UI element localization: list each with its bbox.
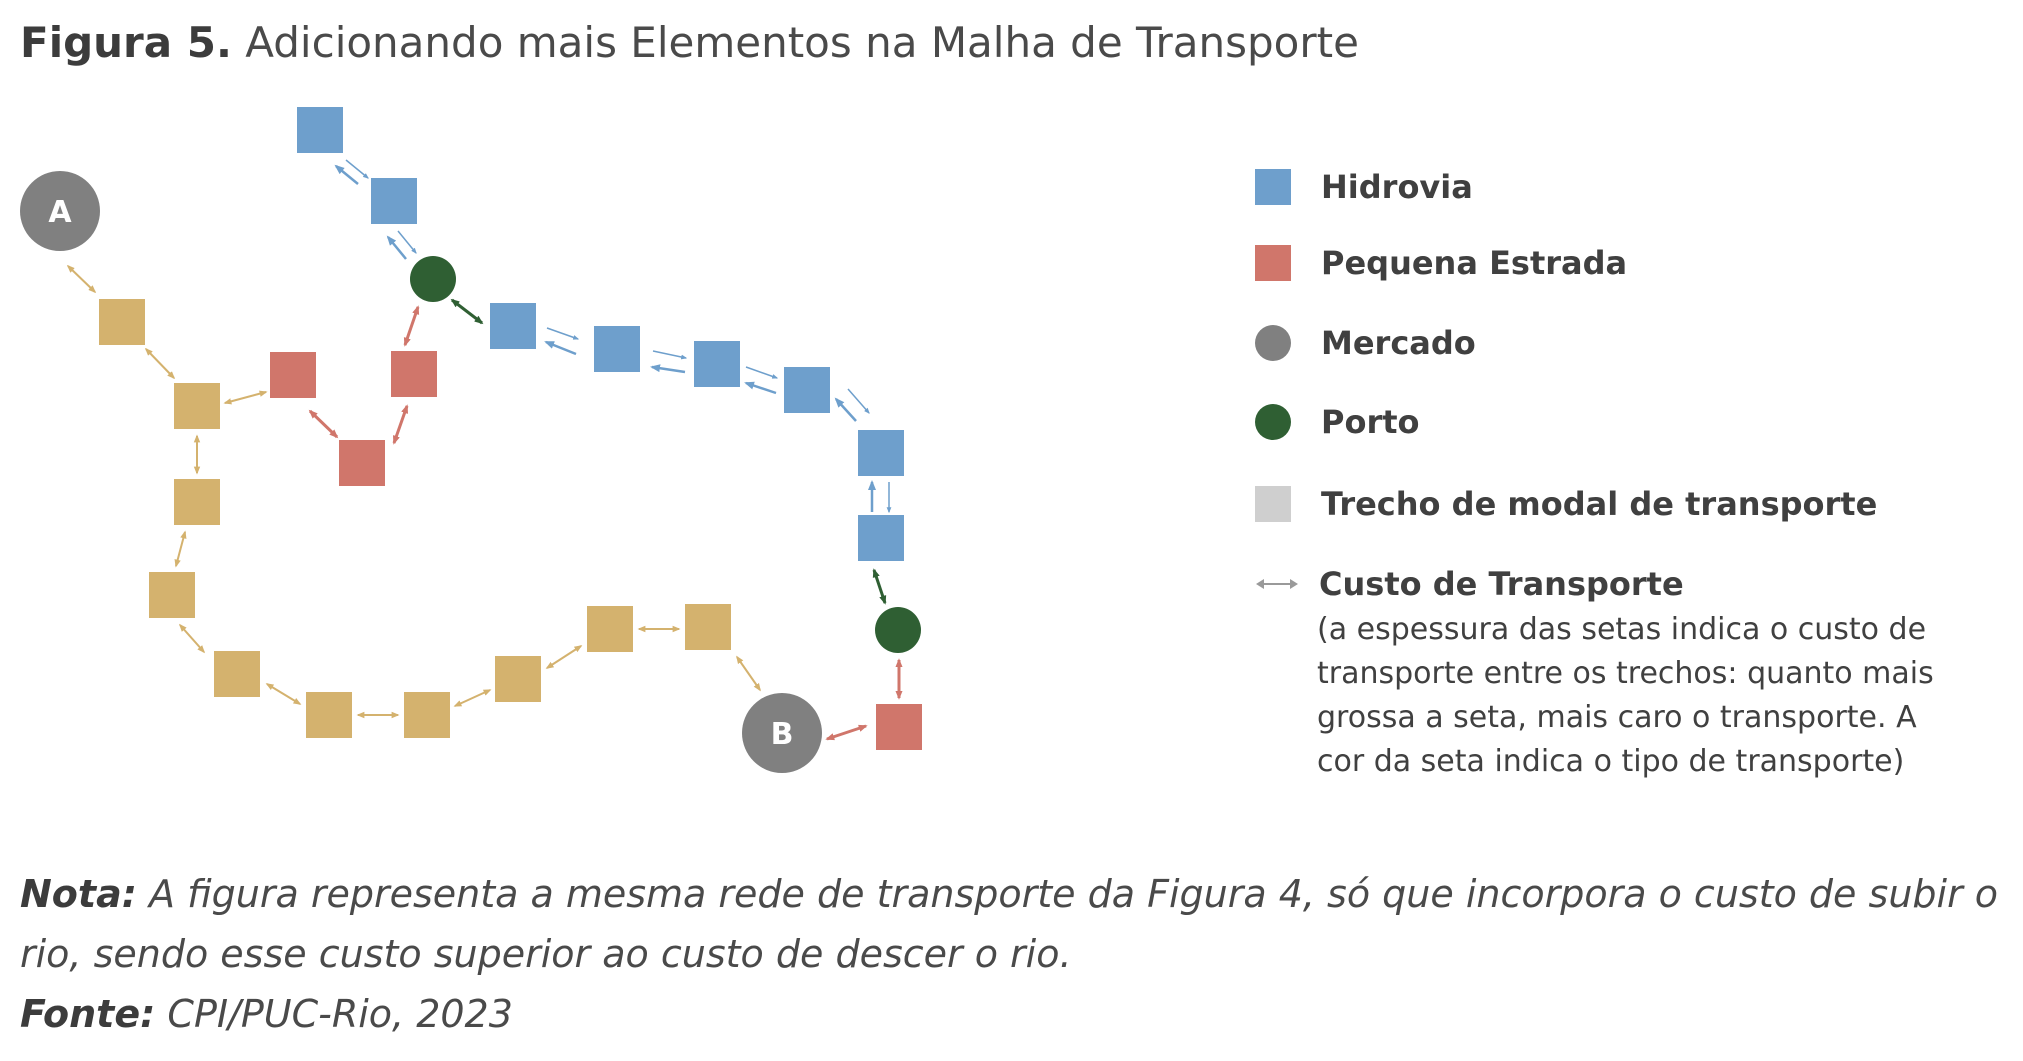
market-A-label: A	[48, 195, 72, 230]
trecho-node	[495, 656, 541, 702]
hidrovia-arrow-down	[847, 388, 870, 414]
trecho-node	[685, 604, 731, 650]
port-node	[875, 607, 921, 653]
estrada-arrow	[403, 305, 420, 347]
trecho-arrow	[545, 645, 583, 669]
legend-custo-description: (a espessura das setas indica o custo de…	[1317, 612, 1934, 779]
note-label: Nota:	[20, 872, 137, 916]
trecho-node	[99, 299, 145, 345]
hidrovia-arrow-down	[745, 366, 779, 379]
estrada-arrow	[825, 724, 868, 741]
mercado-swatch	[1255, 325, 1291, 361]
hidrovia-arrow-down	[546, 327, 580, 340]
legend-item-custo: Custo de Transporte	[1255, 565, 1684, 603]
estrada-swatch	[1255, 245, 1291, 281]
hidrovia-arrow-down	[397, 230, 417, 254]
porto-arrow	[872, 568, 887, 605]
trecho-node	[404, 692, 450, 738]
trecho-arrow	[223, 390, 268, 405]
trecho-node	[149, 572, 195, 618]
hidrovia-node	[594, 326, 640, 372]
note-text: A figura representa a mesma rede de tran…	[20, 872, 1999, 976]
porto-arrows	[450, 298, 887, 605]
trecho-swatch	[1255, 486, 1291, 522]
legend-label-porto: Porto	[1321, 403, 1420, 441]
source-label: Fonte:	[20, 992, 156, 1036]
estrada-node	[270, 352, 316, 398]
market-A: A	[20, 171, 100, 251]
trecho-arrow	[453, 689, 492, 707]
source-text: CPI/PUC-Rio, 2023	[167, 992, 513, 1036]
porto-swatch	[1255, 404, 1291, 440]
figure-label: Figura 5.	[20, 18, 232, 67]
hidrovia-node	[858, 515, 904, 561]
estrada-arrows	[308, 305, 903, 741]
hidrovia-arrow-down	[652, 350, 688, 360]
trecho-arrow	[174, 530, 187, 568]
double-arrow-icon	[1256, 579, 1298, 589]
transport-network-diagram: A B	[20, 107, 922, 773]
hidrovia-arrow-up	[544, 340, 577, 356]
legend-item-trecho: Trecho de modal de transporte	[1255, 485, 1877, 523]
port-node	[410, 256, 456, 302]
hidrovia-node	[858, 430, 904, 476]
hidrovia-arrow-up	[744, 381, 777, 395]
market-B-label: B	[771, 717, 794, 752]
hidrovia-arrow-down	[345, 159, 369, 179]
legend-label-custo: Custo de Transporte	[1319, 565, 1684, 603]
estrada-arrow	[308, 409, 339, 439]
hidrovia-arrows	[334, 159, 892, 514]
source-line: Fonte: CPI/PUC-Rio, 2023	[20, 984, 2010, 1044]
figure-note: Nota: A figura representa a mesma rede d…	[20, 864, 2010, 1044]
legend-label-mercado: Mercado	[1321, 324, 1476, 362]
legend-item-hidrovia: Hidrovia	[1255, 168, 1473, 206]
estrada-arrow	[392, 404, 409, 445]
trecho-node	[587, 606, 633, 652]
trecho-nodes	[99, 299, 731, 738]
hidrovia-nodes	[297, 107, 904, 561]
trecho-arrow	[265, 683, 302, 705]
hidrovia-node	[694, 341, 740, 387]
legend-label-hidrovia: Hidrovia	[1321, 168, 1473, 206]
estrada-node	[876, 704, 922, 750]
figure-title-text: Adicionando mais Elementos na Malha de T…	[245, 18, 1359, 67]
legend-label-trecho: Trecho de modal de transporte	[1321, 485, 1878, 523]
legend-label-estrada: Pequena Estrada	[1321, 244, 1628, 282]
trecho-node	[174, 479, 220, 525]
hidrovia-arrow-up	[386, 235, 407, 260]
note-line: Nota: A figura representa a mesma rede d…	[20, 864, 2010, 984]
hidrovia-arrow-up	[650, 364, 686, 374]
trecho-node	[174, 383, 220, 429]
trecho-node	[306, 692, 352, 738]
trecho-arrows	[66, 264, 761, 719]
hidrovia-swatch	[1255, 169, 1291, 205]
trecho-arrow	[178, 623, 206, 654]
hidrovia-arrow-up	[334, 164, 359, 185]
trecho-arrow	[736, 655, 761, 692]
figure-title: Figura 5. Adicionando mais Elementos na …	[20, 18, 1359, 67]
market-B: B	[742, 693, 822, 773]
hidrovia-node	[297, 107, 343, 153]
hidrovia-node	[490, 303, 536, 349]
trecho-arrow	[144, 347, 176, 380]
legend-item-estrada: Pequena Estrada	[1255, 244, 1627, 282]
legend-item-porto: Porto	[1255, 403, 1420, 441]
hidrovia-arrow-up	[834, 397, 857, 422]
trecho-arrow	[66, 264, 97, 294]
estrada-node	[391, 351, 437, 397]
legend-item-mercado: Mercado	[1255, 324, 1476, 362]
estrada-node	[339, 440, 385, 486]
hidrovia-node	[784, 367, 830, 413]
hidrovia-node	[371, 178, 417, 224]
estrada-nodes	[270, 351, 922, 750]
trecho-node	[214, 651, 260, 697]
port-nodes	[410, 256, 921, 653]
porto-arrow	[450, 298, 484, 325]
